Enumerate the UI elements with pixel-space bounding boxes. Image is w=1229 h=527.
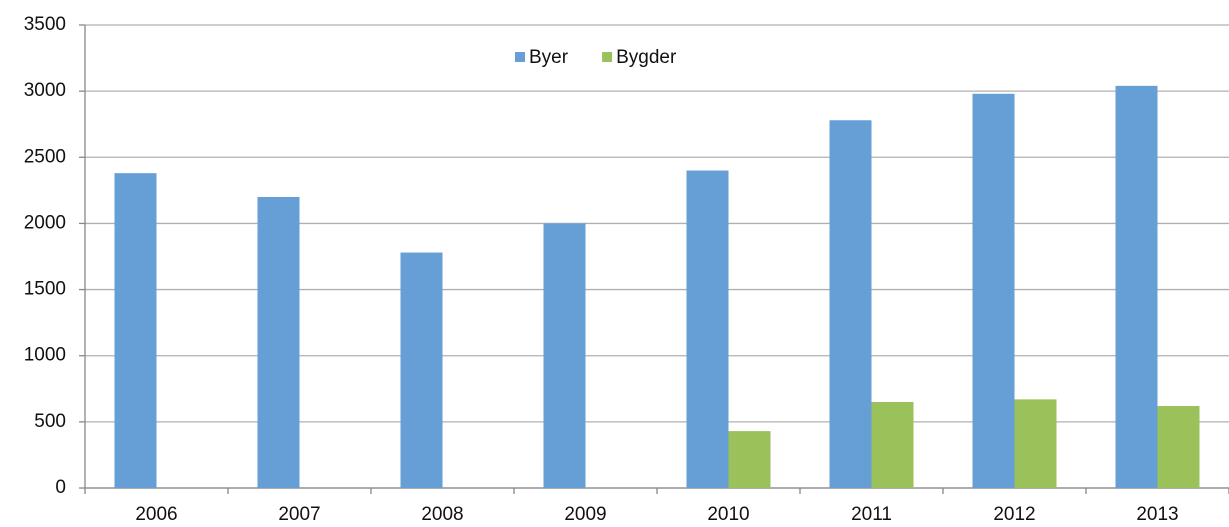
legend-label: Byer: [529, 47, 569, 68]
x-tick-label: 2012: [993, 504, 1035, 525]
x-tick-label: 2009: [564, 504, 606, 525]
bar: [1115, 85, 1158, 488]
legend-swatch: [602, 52, 613, 62]
x-tick-label: 2008: [421, 504, 463, 525]
bar: [543, 223, 586, 488]
x-tick-label: 2011: [851, 504, 892, 525]
bar: [829, 120, 872, 488]
y-tick-label: 500: [34, 411, 66, 432]
bar: [972, 93, 1015, 488]
y-tick-label: 3500: [24, 14, 66, 35]
x-tick-label: 2007: [278, 504, 320, 525]
bar: [1157, 405, 1200, 488]
legend-label: Bygder: [616, 47, 677, 68]
bar: [400, 252, 443, 488]
bar: [871, 402, 914, 488]
bar: [114, 173, 157, 488]
y-tick-label: 1500: [24, 279, 66, 300]
x-tick-label: 2010: [707, 504, 749, 525]
bar: [257, 196, 300, 488]
y-tick-label: 3000: [24, 80, 66, 101]
y-tick-label: 2500: [24, 146, 66, 167]
y-tick-label: 0: [55, 477, 66, 498]
y-tick-label: 1000: [24, 345, 66, 366]
bar: [1014, 399, 1057, 488]
x-tick-label: 2013: [1136, 504, 1178, 525]
y-tick-label: 2000: [24, 212, 66, 233]
bar: [728, 431, 771, 488]
bar: [686, 170, 729, 488]
x-tick-label: 2006: [135, 504, 177, 525]
legend-swatch: [515, 52, 525, 62]
